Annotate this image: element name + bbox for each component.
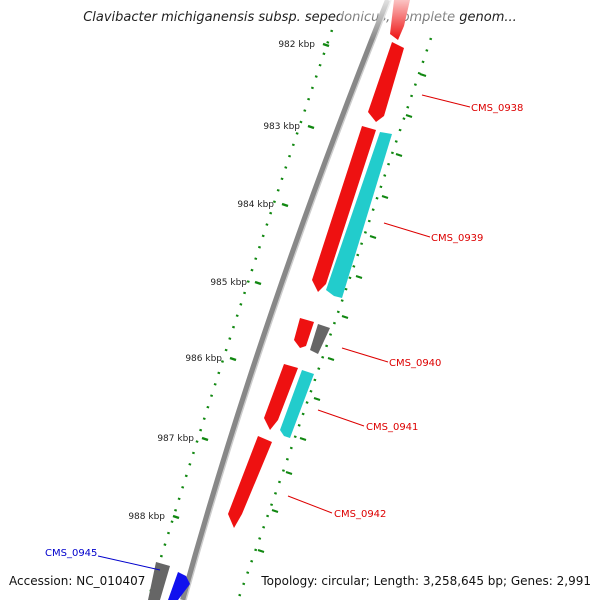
gene-cms-0939[interactable] — [326, 132, 392, 298]
outer-tick-mark — [341, 315, 349, 319]
callout-line-cms-0942 — [287, 495, 333, 514]
kbp-tick-label: 984 kbp — [237, 200, 274, 210]
major-tick-mark — [307, 124, 315, 130]
inner-tick-marks — [172, 42, 330, 520]
gene-cms-0941-cyan[interactable] — [280, 370, 314, 438]
gene-cms-0945-grey[interactable] — [148, 562, 170, 600]
kbp-tick-label: 983 kbp — [263, 122, 300, 132]
major-tick-mark — [201, 436, 209, 442]
outer-tick-mark — [355, 275, 363, 279]
accession-label: Accession: NC_010407 — [9, 574, 146, 588]
outer-tick-mark — [327, 357, 335, 361]
major-tick-mark — [322, 42, 330, 48]
outer-tick-mark — [257, 549, 265, 553]
gene-label[interactable]: CMS_0938 — [471, 103, 523, 114]
forward-strand-genes — [228, 0, 410, 528]
major-tick-mark — [172, 514, 180, 520]
gene-callout-lines — [97, 94, 471, 571]
major-tick-mark — [229, 356, 237, 362]
outer-tick-mark — [313, 397, 321, 401]
callout-line-cms-0939 — [383, 222, 431, 238]
gene-label[interactable]: CMS_0945 — [45, 548, 97, 559]
top-fade-overlay — [340, 0, 460, 40]
tick-labels: 982 kbp 983 kbp 984 kbp 985 kbp 986 kbp 987 k… — [128, 40, 315, 522]
kbp-tick-label: 985 kbp — [210, 278, 247, 288]
gene-cms-0940-grey[interactable] — [310, 324, 330, 354]
callout-line-cms-0941 — [317, 409, 365, 427]
gene-cms-0942[interactable] — [228, 436, 272, 528]
outer-tick-mark — [271, 509, 279, 513]
gene-cms-0941[interactable] — [264, 364, 298, 430]
gene-cms-0939-region[interactable] — [312, 126, 376, 292]
gene-cms-0945-blue[interactable] — [168, 572, 190, 600]
outer-tick-mark — [369, 235, 377, 239]
outer-tick-mark — [299, 437, 307, 441]
kbp-tick-label: 986 kbp — [185, 354, 222, 364]
gene-label[interactable]: CMS_0942 — [334, 509, 386, 520]
callout-line-cms-0938 — [421, 94, 471, 108]
outer-tick-mark — [395, 153, 403, 157]
kbp-tick-label: 988 kbp — [128, 512, 165, 522]
gene-label[interactable]: CMS_0941 — [366, 422, 418, 433]
genome-backbone-highlight — [185, 0, 392, 600]
outer-tick-mark — [405, 114, 413, 118]
genome-backbone — [180, 0, 391, 600]
callout-line-cms-0945 — [97, 555, 161, 571]
callout-line-cms-0940 — [341, 347, 389, 363]
outer-tick-marks — [257, 73, 427, 553]
outer-tick-mark — [285, 471, 293, 475]
topology-info: Topology: circular; Length: 3,258,645 bp… — [261, 574, 591, 588]
kbp-tick-label: 987 kbp — [157, 434, 194, 444]
major-tick-mark — [254, 280, 262, 286]
outer-dotted-ring — [236, 37, 433, 600]
gene-cms-0940[interactable] — [294, 318, 314, 348]
outer-tick-mark — [381, 195, 389, 199]
gene-cms-0938[interactable] — [368, 42, 404, 122]
outer-tick-mark — [419, 73, 427, 77]
kbp-tick-label: 982 kbp — [278, 40, 315, 50]
reverse-strand-genes — [148, 132, 392, 600]
gene-labels: CMS_0938 CMS_0939 CMS_0940 CMS_0941 CMS_… — [45, 103, 523, 559]
gene-label[interactable]: CMS_0939 — [431, 233, 483, 244]
gene-label[interactable]: CMS_0940 — [389, 358, 441, 369]
major-tick-mark — [281, 202, 289, 208]
